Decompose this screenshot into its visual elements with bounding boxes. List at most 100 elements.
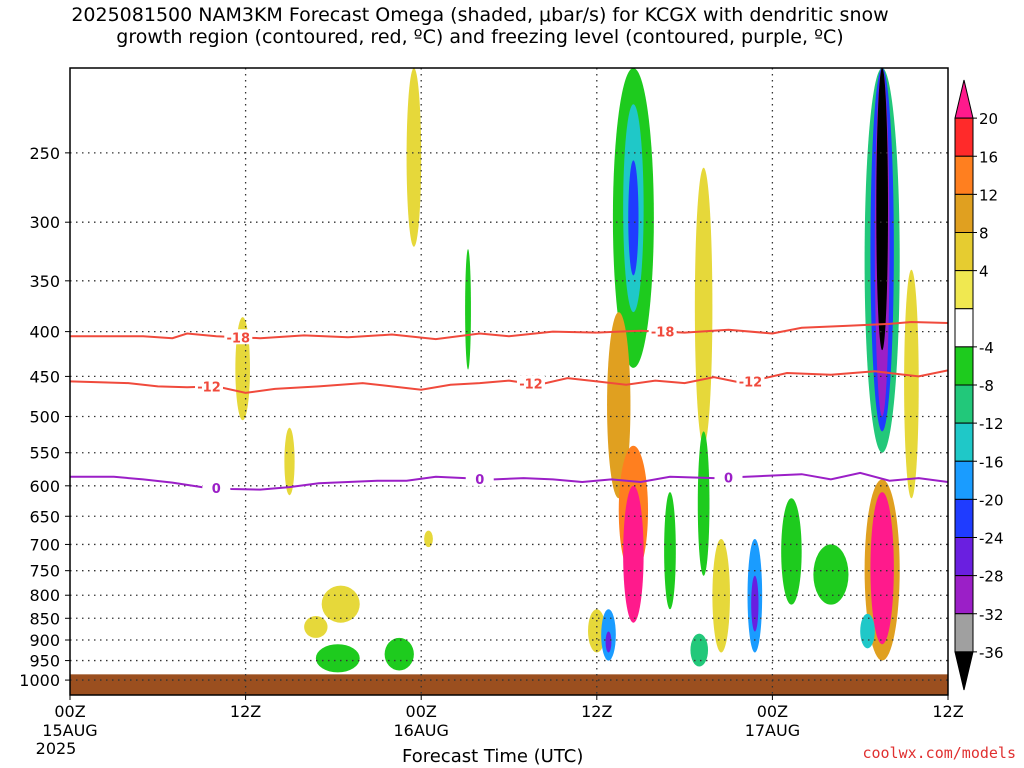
omega-cell [876, 68, 889, 351]
contour-line [70, 369, 948, 394]
contour-line [70, 471, 948, 491]
contour-label-bg [648, 323, 677, 339]
colorbar-label: -12 [979, 415, 1004, 433]
omega-cell [712, 538, 730, 653]
colorbar-box [954, 460, 974, 500]
omega-cell [628, 160, 639, 276]
colorbar-label: -8 [979, 377, 994, 395]
omega-cell [321, 585, 360, 623]
colorbar-box [954, 155, 974, 195]
y-tick-label: 250 [29, 144, 60, 163]
contour-label: 0 [212, 482, 221, 497]
colorbar-box [954, 117, 974, 157]
omega-cell [813, 544, 849, 605]
x-tick-date: 17AUG [745, 721, 800, 740]
contour-label-bg [224, 329, 253, 345]
omega-cell [870, 492, 894, 645]
omega-cell [664, 492, 676, 610]
omega-cells [235, 68, 919, 673]
contour-label-bg [195, 378, 224, 394]
contour-line [70, 320, 948, 341]
omega-cell [465, 249, 471, 370]
contour-label-bg [714, 469, 743, 485]
contour-label: 0 [475, 473, 484, 488]
omega-cell [315, 644, 360, 673]
y-tick-label: 450 [29, 367, 60, 386]
colorbar-box [954, 384, 974, 424]
x-tick-label: 00Z [54, 702, 85, 721]
y-tick-label: 900 [29, 631, 60, 650]
colorbar-label: 20 [979, 110, 998, 128]
colorbar-label: -20 [979, 491, 1004, 509]
omega-cell [304, 616, 328, 638]
colorbar-label: -16 [979, 453, 1004, 471]
x-tick-date: 16AUG [393, 721, 448, 740]
omega-cell [384, 637, 414, 671]
colorbar: 20 16 12 8 4 -4 -8 -12 -16 -20 -24 -28 -32 -36 [954, 79, 1004, 691]
y-axis: 250 300 350 400 450 500 550 600 650 700 750 800 850 9… [19, 144, 70, 690]
omega-cell [284, 427, 295, 496]
omega-cell [607, 312, 631, 499]
colorbar-box [954, 270, 974, 310]
y-tick-label: 350 [29, 272, 60, 291]
colorbar-label: 12 [979, 186, 998, 204]
y-tick-label: 650 [29, 507, 60, 526]
contour-label-bg [202, 480, 231, 496]
colorbar-label: -4 [979, 339, 994, 357]
colorbar-label: -24 [979, 530, 1004, 548]
x-tick-label: 00Z [406, 702, 437, 721]
x-tick-date: 15AUG [42, 721, 97, 740]
colorbar-label: 8 [979, 225, 989, 243]
x-axis-label: Forecast Time (UTC) [402, 746, 584, 767]
colorbar-label: 4 [979, 263, 989, 281]
ground-surface [70, 674, 948, 695]
y-tick-label: 400 [29, 323, 60, 342]
contour-label-bg [736, 373, 765, 389]
contour-label: -12 [519, 378, 543, 393]
x-tick-label: 12Z [581, 702, 612, 721]
colorbar-label: -28 [979, 568, 1004, 586]
omega-cell [605, 631, 612, 653]
y-tick-label: 600 [29, 477, 60, 496]
omega-cell [860, 613, 875, 649]
x-tick-label: 12Z [230, 702, 261, 721]
omega-cell [623, 485, 644, 623]
omega-cell [588, 609, 606, 653]
y-tick-label: 300 [29, 213, 60, 232]
omega-cell [424, 530, 433, 548]
y-tick-label: 500 [29, 407, 60, 426]
colorbar-box [954, 575, 974, 615]
omega-cell [781, 498, 802, 605]
y-tick-label: 700 [29, 535, 60, 554]
y-tick-label: 750 [29, 562, 60, 581]
y-tick-label: 1000 [19, 671, 60, 690]
colorbar-box [954, 193, 974, 233]
plot-frame [69, 67, 949, 696]
contour-label-bg [516, 375, 545, 391]
contour-label: -18 [227, 331, 251, 346]
colorbar-label: -36 [979, 644, 1004, 662]
y-tick-label: 850 [29, 609, 60, 628]
omega-cell [904, 269, 919, 499]
colorbar-top-triangle [954, 79, 974, 119]
grid-lines [70, 68, 948, 695]
x-tick-year: 2025 [36, 739, 77, 758]
omega-cell [690, 633, 709, 667]
colorbar-box [954, 346, 974, 386]
contour-label: -18 [651, 326, 675, 341]
colorbar-label: -32 [979, 606, 1004, 624]
colorbar-box [954, 498, 974, 538]
x-tick-label: 12Z [932, 702, 963, 721]
credit-link[interactable]: coolwx.com/models [862, 744, 1016, 762]
colorbar-box [954, 537, 974, 577]
omega-cell [751, 575, 759, 632]
contour-label: -12 [739, 375, 763, 390]
contours: -18 -18 -12 -12 -12 0 0 0 [70, 320, 948, 497]
y-tick-label: 550 [29, 444, 60, 463]
contour-label-bg [465, 470, 494, 486]
colorbar-box [954, 308, 974, 348]
colorbar-label: 16 [979, 148, 998, 166]
colorbar-bottom-triangle [954, 651, 974, 691]
